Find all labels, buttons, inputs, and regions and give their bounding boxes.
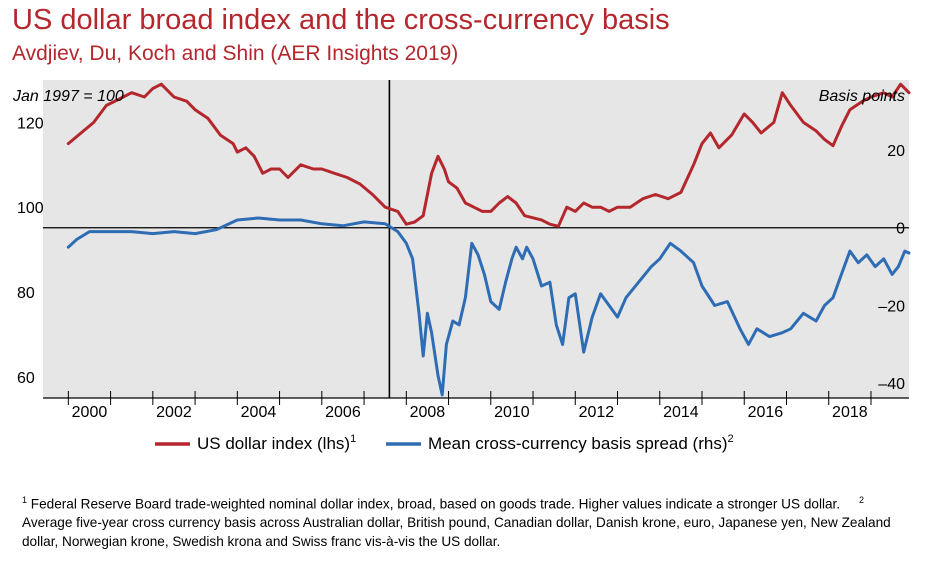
chart-title: US dollar broad index and the cross-curr… [12,4,670,36]
x-tick-label: 2004 [241,404,277,421]
y-left-tick-label: 80 [17,285,35,302]
legend-label: Mean cross-currency basis spread (rhs)2 [428,433,734,453]
x-tick-label: 2006 [325,404,361,421]
y-right-tick-label: –40 [878,376,905,393]
plot-area [43,80,909,398]
legend-label: US dollar index (lhs)1 [197,433,356,453]
series-line-basis-spread [66,216,911,397]
y-left-tick-label: 60 [17,370,35,387]
y-right-tick-label: –20 [878,298,905,315]
y-left-tick-label: 120 [17,115,44,132]
series-line-us-dollar-index [66,82,911,228]
legend: US dollar index (lhs)1 Mean cross-currenc… [155,433,734,453]
footnote-1-text: Federal Reserve Board trade-weighted nom… [30,496,841,512]
y-right-tick-label: 0 [896,221,905,238]
plot-layer: 2000 2002 2004 2006 2008 2010 2012 2014 2016 2018… [17,80,911,421]
legend-footnote-marker: 1 [350,433,356,445]
x-tick-label: 2018 [832,404,868,421]
x-tick-label: 2002 [156,404,192,421]
footnotes: 1 Federal Reserve Board trade-weighted n… [22,491,908,551]
footnote-2-text: Average five-year cross currency basis a… [22,515,891,549]
right-axis-label: Basis points [819,88,905,105]
legend-footnote-marker: 2 [727,433,733,445]
y-right-tick-label: 20 [887,143,905,160]
x-tick-label: 2008 [410,404,446,421]
footnote-2-marker: 2 [859,495,865,505]
x-tick-label: 2000 [72,404,108,421]
x-tick-label: 2012 [579,404,615,421]
x-tick-label: 2014 [663,404,699,421]
x-tick-label: 2016 [748,404,784,421]
left-axis-label: Jan 1997 = 100 [12,88,124,105]
chart-svg: 2000 2002 2004 2006 2008 2010 2012 2014 2016 2018… [12,80,911,453]
chart-subtitle: Avdjiev, Du, Koch and Shin (AER Insights… [12,42,459,65]
x-tick-label: 2010 [494,404,530,421]
footnote-1-marker: 1 [22,495,28,505]
y-left-tick-label: 100 [17,200,44,217]
